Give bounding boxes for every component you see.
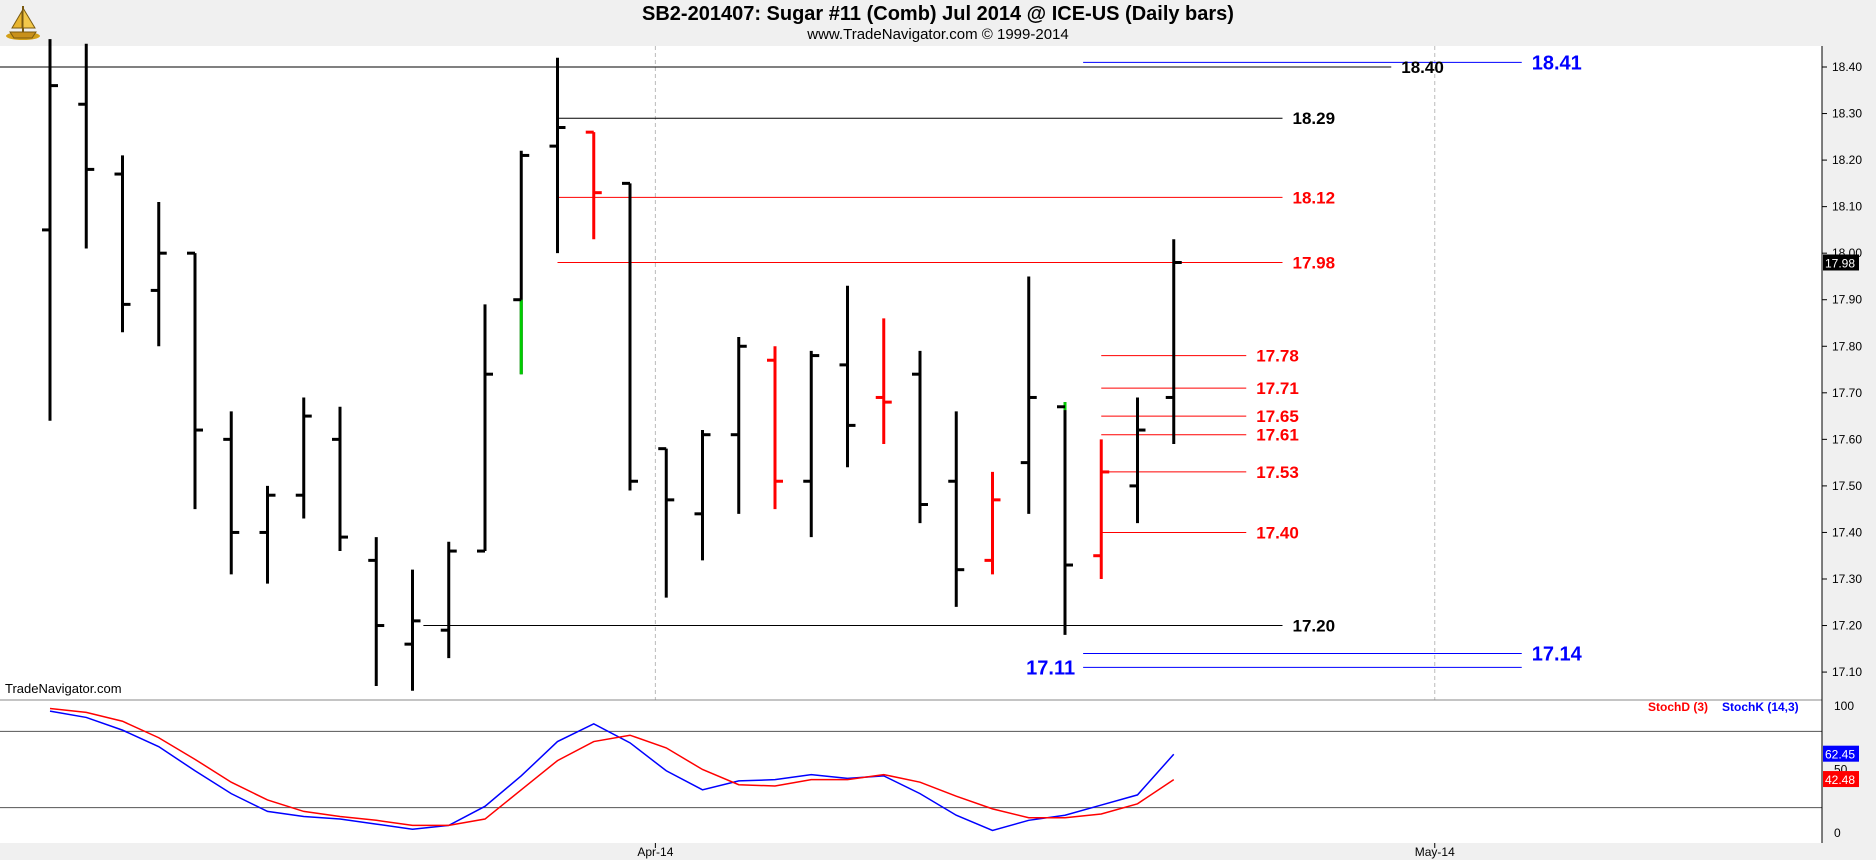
y-tick-label: 18.30: [1832, 107, 1862, 121]
ohlc-bar: [332, 406, 348, 552]
ohlc-bar: [440, 541, 457, 659]
x-axis-background: [0, 843, 1876, 860]
level-label-17.14: 17.14: [1532, 643, 1583, 665]
y-tick-label: 18.20: [1832, 153, 1862, 167]
stoch-tick-label: 0: [1834, 826, 1841, 840]
level-label-18.12: 18.12: [1293, 188, 1336, 207]
level-label-18.40: 18.40: [1401, 58, 1444, 77]
x-tick-label: Apr-14: [637, 845, 673, 859]
ohlc-bar: [1165, 239, 1182, 445]
level-label-17.65: 17.65: [1256, 407, 1299, 426]
stochd-last-marker: [1823, 771, 1859, 788]
ohlc-bar: [984, 471, 1001, 575]
ohlc-bar: [513, 150, 530, 375]
level-label-17.98: 17.98: [1293, 253, 1336, 272]
ohlc-bar: [295, 397, 312, 519]
ohlc-bar: [368, 537, 385, 687]
ohlc-bar: [1057, 402, 1073, 635]
right-axis-background: [1822, 46, 1876, 843]
y-tick-label: 18.10: [1832, 200, 1862, 214]
ohlc-bar: [187, 251, 203, 510]
last-price-marker: [1823, 254, 1859, 271]
legend-stochk: StochK (14,3): [1722, 700, 1799, 714]
ohlc-bar: [114, 155, 131, 333]
level-label-18.29: 18.29: [1293, 109, 1336, 128]
y-tick-label: 17.90: [1832, 293, 1862, 307]
stochd-line: [49, 707, 1175, 827]
ohlc-bar: [223, 411, 240, 575]
level-label-17.20: 17.20: [1293, 617, 1336, 636]
ohlc-bar: [404, 569, 421, 691]
legend-stochd: StochD (3): [1648, 700, 1708, 714]
axes: 17.10 17.20 17.30 17.40 17.50 17.60 17.70 17.80…: [0, 46, 1876, 860]
ohlc-bar: [730, 336, 747, 514]
y-tick-label: 17.70: [1832, 386, 1862, 400]
stochd-last-label: 42.48: [1825, 773, 1855, 787]
ohlc-bar: [42, 39, 58, 421]
level-label-17.61: 17.61: [1256, 426, 1299, 445]
chart-title: SB2-201407: Sugar #11 (Comb) Jul 2014 @ …: [642, 3, 1234, 25]
ohlc-bar: [78, 43, 95, 249]
level-label-17.78: 17.78: [1256, 347, 1299, 366]
ohlc-bar: [694, 430, 711, 561]
trade-navigator-ship-logo-icon: [4, 2, 42, 42]
ohlc-bar: [1129, 397, 1146, 524]
stochk-last-label: 62.45: [1825, 748, 1855, 762]
ohlc-bar: [1020, 276, 1037, 514]
ohlc-bar: [767, 346, 783, 510]
y-tick-label: 18.40: [1832, 60, 1862, 74]
ohlc-bar: [1093, 439, 1110, 579]
ohlc-bar: [948, 411, 965, 607]
ohlc-bar: [259, 485, 276, 584]
watermark: TradeNavigator.com: [5, 681, 122, 696]
ohlc-bar: [549, 57, 566, 254]
stochk-last-marker: [1823, 745, 1859, 762]
price-plot-background: [0, 46, 1822, 700]
y-tick-label: 17.60: [1832, 432, 1862, 446]
level-label-17.11: 17.11: [1026, 657, 1075, 679]
level-label-18.41: 18.41: [1532, 52, 1582, 74]
level-label-17.71: 17.71: [1256, 379, 1299, 398]
stochastic-panel: StochD (3) StochK (14,3): [0, 699, 1822, 843]
level-label-17.40: 17.40: [1256, 523, 1299, 542]
stochastic-plot-background: [0, 700, 1822, 843]
y-tick-label: 17.50: [1832, 479, 1862, 493]
chart-header: SB2-201407: Sugar #11 (Comb) Jul 2014 @ …: [0, 0, 1876, 46]
x-tick-label: May-14: [1415, 845, 1455, 859]
price-panel: 18.41 18.40 18.29 18.12 17.98 17.78 17.71 17.65…: [0, 39, 1822, 843]
last-price-label: 17.98: [1825, 256, 1855, 270]
y-tick-label: 17.80: [1832, 339, 1862, 353]
stochk-line: [49, 710, 1175, 832]
ohlc-bar: [803, 350, 820, 538]
ohlc-bar: [150, 201, 167, 347]
y-tick-label: 17.10: [1832, 665, 1862, 679]
y-tick-label: 17.30: [1832, 572, 1862, 586]
chart-subtitle: www.TradeNavigator.com © 1999-2014: [807, 26, 1069, 43]
ohlc-bar: [658, 447, 675, 598]
stoch-tick-label: 100: [1834, 699, 1854, 713]
y-tick-label: 17.40: [1832, 525, 1862, 539]
ohlc-bar: [477, 304, 493, 553]
ohlc-bar: [912, 350, 928, 524]
ohlc-bar: [839, 285, 856, 468]
ohlc-bar: [875, 318, 892, 445]
ohlc-bar: [622, 181, 638, 491]
level-label-17.53: 17.53: [1256, 463, 1299, 482]
y-tick-label: 17.20: [1832, 619, 1862, 633]
ohlc-bar: [585, 130, 602, 240]
